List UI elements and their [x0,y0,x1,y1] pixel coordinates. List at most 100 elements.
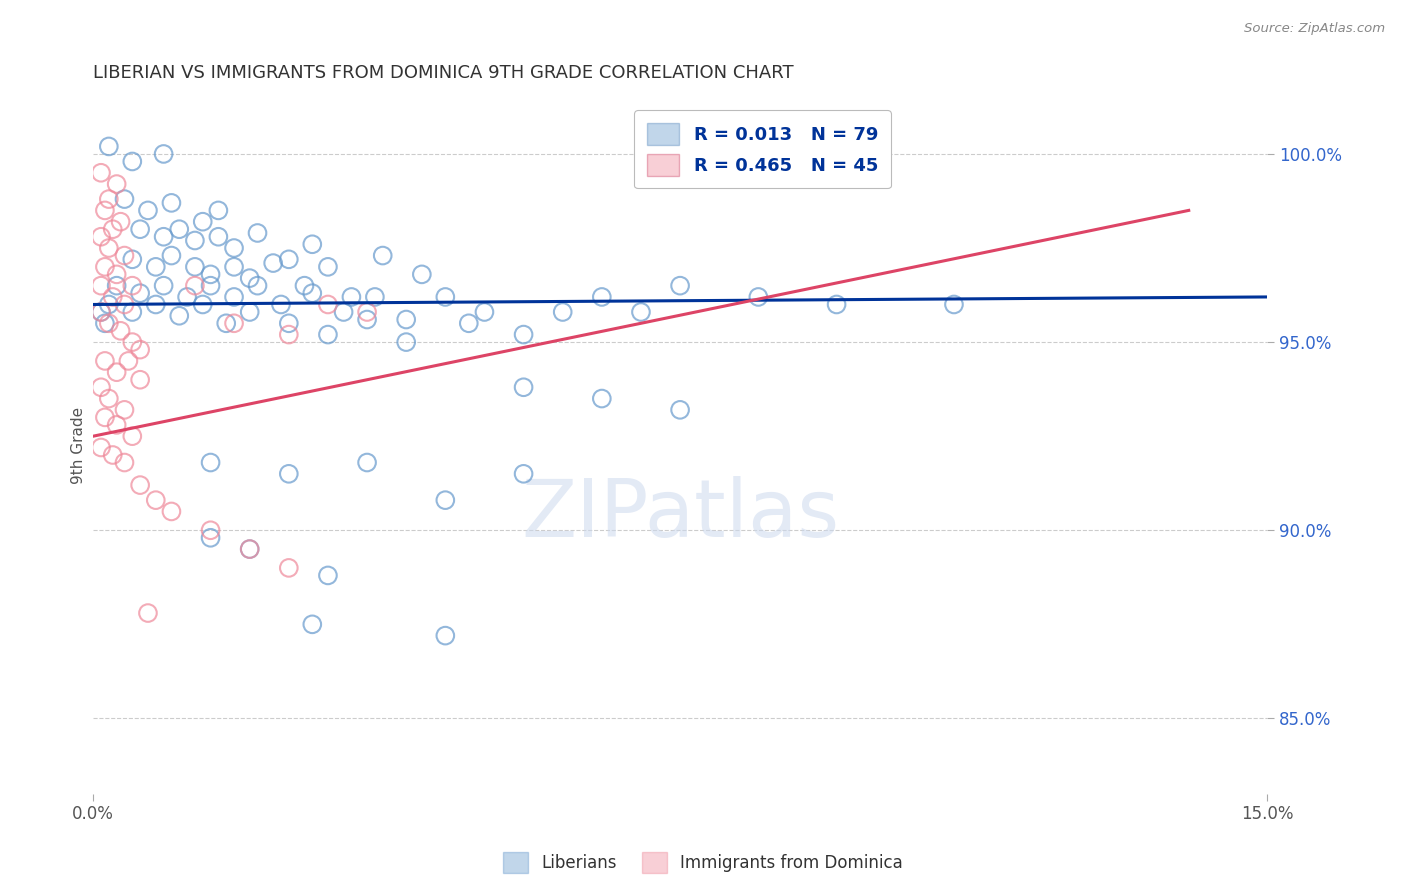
Point [591,290,613,304]
Point [246,226,269,240]
Point [222,260,245,274]
Legend: R = 0.013   N = 79, R = 0.465   N = 45: R = 0.013 N = 79, R = 0.465 N = 45 [634,110,890,188]
Point [101,448,124,462]
Point [246,278,269,293]
Point [239,542,262,557]
Point [356,456,378,470]
Point [94,260,117,274]
Point [94,316,117,330]
Point [97,392,120,406]
Point [277,561,299,575]
Y-axis label: 9th Grade: 9th Grade [72,407,86,484]
Point [200,456,222,470]
Point [316,297,339,311]
Point [114,402,136,417]
Point [167,222,190,236]
Point [207,203,229,218]
Point [94,410,117,425]
Point [160,248,183,262]
Point [200,278,222,293]
Point [943,297,966,311]
Point [129,478,152,492]
Point [121,278,143,293]
Point [129,373,152,387]
Point [825,297,848,311]
Point [512,327,534,342]
Point [277,327,299,342]
Point [121,305,143,319]
Point [90,166,112,180]
Point [332,305,354,319]
Point [239,271,262,285]
Point [239,305,262,319]
Point [105,268,128,282]
Point [512,380,534,394]
Point [630,305,652,319]
Point [136,606,159,620]
Point [90,441,112,455]
Point [184,234,207,248]
Text: Source: ZipAtlas.com: Source: ZipAtlas.com [1244,22,1385,36]
Point [160,504,183,518]
Point [340,290,363,304]
Point [160,195,183,210]
Text: ZIPatlas: ZIPatlas [522,476,839,554]
Point [222,290,245,304]
Point [591,392,613,406]
Point [222,241,245,255]
Point [191,297,214,311]
Point [90,305,112,319]
Point [152,229,174,244]
Point [145,260,167,274]
Point [176,290,198,304]
Point [316,568,339,582]
Point [152,147,174,161]
Point [105,417,128,432]
Point [669,402,692,417]
Point [152,278,174,293]
Point [114,248,136,262]
Point [551,305,574,319]
Point [395,335,418,350]
Point [301,237,323,252]
Point [434,629,457,643]
Point [457,316,479,330]
Point [301,617,323,632]
Point [121,335,143,350]
Point [94,203,117,218]
Point [222,316,245,330]
Point [110,324,132,338]
Point [207,229,229,244]
Point [184,278,207,293]
Point [129,286,152,301]
Point [277,316,299,330]
Point [316,260,339,274]
Point [101,222,124,236]
Point [184,260,207,274]
Point [200,523,222,537]
Point [101,290,124,304]
Point [200,531,222,545]
Point [215,316,238,330]
Point [200,268,222,282]
Point [669,278,692,293]
Point [129,343,152,357]
Point [316,327,339,342]
Point [105,278,128,293]
Point [129,222,152,236]
Point [277,467,299,481]
Point [105,177,128,191]
Point [121,429,143,443]
Point [94,354,117,368]
Point [121,252,143,267]
Point [114,297,136,311]
Point [90,278,112,293]
Point [301,286,323,301]
Point [97,316,120,330]
Point [121,154,143,169]
Point [114,456,136,470]
Point [114,192,136,206]
Point [371,248,394,262]
Point [512,467,534,481]
Point [270,297,292,311]
